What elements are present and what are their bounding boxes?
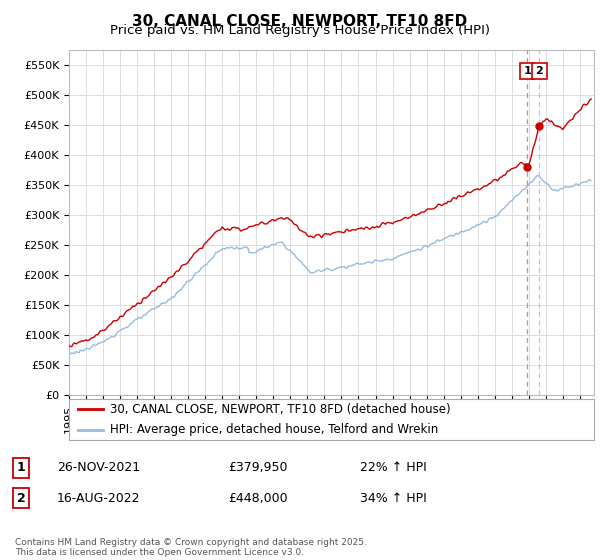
Text: 22% ↑ HPI: 22% ↑ HPI [360,461,427,474]
Text: Contains HM Land Registry data © Crown copyright and database right 2025.
This d: Contains HM Land Registry data © Crown c… [15,538,367,557]
Text: 16-AUG-2022: 16-AUG-2022 [57,492,140,505]
Text: 30, CANAL CLOSE, NEWPORT, TF10 8FD: 30, CANAL CLOSE, NEWPORT, TF10 8FD [133,14,467,29]
Text: 1: 1 [17,461,25,474]
Text: 1: 1 [523,66,531,76]
Text: Price paid vs. HM Land Registry's House Price Index (HPI): Price paid vs. HM Land Registry's House … [110,24,490,37]
Text: 26-NOV-2021: 26-NOV-2021 [57,461,140,474]
Text: 2: 2 [17,492,25,505]
Text: £379,950: £379,950 [228,461,287,474]
Text: 30, CANAL CLOSE, NEWPORT, TF10 8FD (detached house): 30, CANAL CLOSE, NEWPORT, TF10 8FD (deta… [110,403,451,416]
Text: 34% ↑ HPI: 34% ↑ HPI [360,492,427,505]
Text: HPI: Average price, detached house, Telford and Wrekin: HPI: Average price, detached house, Telf… [110,423,438,436]
Text: 2: 2 [535,66,543,76]
Text: £448,000: £448,000 [228,492,287,505]
